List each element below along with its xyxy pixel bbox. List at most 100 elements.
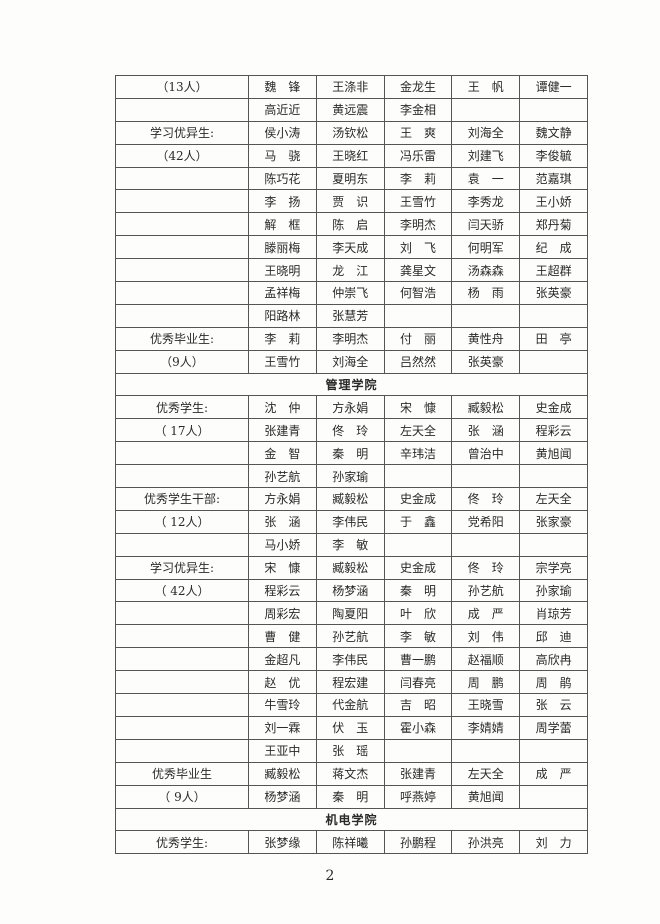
student-name: 曹 健 — [248, 624, 317, 649]
student-name: 吕然然 — [383, 349, 453, 374]
student-name: 李明杰 — [383, 212, 453, 237]
table-row: （ 17人） 张建青佟 玲左天全张 涵程彩云 — [115, 418, 588, 443]
student-name: 杨 雨 — [451, 281, 521, 305]
student-name: 臧毅松 — [248, 761, 317, 786]
student-name: 闫春亮 — [383, 670, 453, 695]
table-row: 高近近 黄远震 李金相 — [115, 97, 588, 122]
section-header-row: 管理学院 — [115, 372, 588, 397]
category-label — [115, 532, 249, 557]
table-row: 赵 优程宏建 闫春亮周 鹏周 鹃 — [115, 670, 588, 695]
category-label: 优秀学生: — [115, 830, 249, 855]
award-list-table: （13人）魏 锋王涤非 金龙生王 帆谭健一 高近近 黄远震 李金相 学习优异生: 侯小涛 汤钦… — [115, 75, 588, 855]
table-row: 王亚中张 瑶 — [115, 738, 588, 763]
page-number: 2 — [325, 868, 335, 884]
student-name: 滕丽梅 — [248, 235, 317, 260]
student-name — [451, 303, 521, 328]
student-name: 李 扬 — [248, 189, 317, 214]
student-name: 佟 玲 — [315, 418, 385, 443]
student-name — [451, 464, 521, 489]
student-name: 解 框 — [248, 212, 317, 237]
student-name: 魏文静 — [519, 120, 588, 145]
student-name — [519, 97, 588, 122]
category-label — [115, 670, 249, 695]
table-row: （42人）马 骁王晓红 冯乐雷 刘建飞 李俊毓 — [115, 143, 588, 168]
category-label — [115, 189, 249, 214]
table-row: 周彩宏 陶夏阳叶 欣成 严肖琼芳 — [115, 601, 588, 626]
category-label — [115, 166, 249, 191]
table-row: 刘一霖伏 玉霍小森 李婧婧 周学蕾 — [115, 715, 588, 740]
student-name: 阳路林 — [248, 303, 317, 328]
student-name: 孙艺航 — [248, 464, 317, 489]
category-label: （ 12人） — [115, 509, 249, 534]
student-name: 陶夏阳 — [315, 601, 385, 626]
table-row: 优秀学生: 沈 仲方永娟宋 慷臧毅松 史金成 — [115, 395, 588, 420]
student-name: 张 涵 — [451, 418, 521, 443]
student-name: 李伟民 — [315, 647, 385, 672]
student-name: 李 敏 — [383, 624, 453, 649]
table-row: （ 9人） 杨梦涵秦 明呼燕婷 黄旭闻 — [115, 784, 588, 809]
student-name: 周学蕾 — [519, 715, 588, 740]
student-name: 赵福顺 — [451, 647, 521, 672]
category-label: （ 9人） — [115, 784, 249, 809]
student-name: 周 鹃 — [519, 670, 588, 695]
student-name: 李 莉 — [383, 166, 453, 191]
student-name: 伏 玉 — [315, 715, 385, 740]
student-name: 牛雪玲 — [248, 693, 317, 717]
student-name: 李天成 — [315, 235, 385, 260]
category-label — [115, 715, 249, 740]
section-title: 管理学院 — [115, 372, 588, 397]
student-name: 霍小森 — [383, 715, 453, 740]
table-row: 金 智秦 明辛玮洁 曾治中 黄旭闻 — [115, 441, 588, 466]
student-name: 刘 飞 — [383, 235, 453, 260]
student-name: 臧毅松 — [451, 395, 521, 420]
table-row: （ 42人） 程彩云 杨梦涵秦 明孙艺航 孙家瑜 — [115, 578, 588, 603]
table-row: 优秀毕业生 臧毅松 蒋文杰 张建青 左天全成 严 — [115, 761, 588, 786]
student-name: 辛玮洁 — [383, 441, 453, 466]
student-name: 刘海全 — [315, 349, 385, 374]
student-name: 何智浩 — [383, 281, 453, 305]
student-name: 宋 慷 — [383, 395, 453, 420]
table-row: （9人） 王雪竹 刘海全 吕然然 张英豪 — [115, 349, 588, 374]
student-name — [519, 784, 588, 809]
student-name: 仲崇飞 — [315, 281, 385, 305]
category-label — [115, 647, 249, 672]
category-label — [115, 281, 249, 305]
student-name: 黄旭闻 — [519, 441, 588, 466]
student-name: 杨梦涵 — [248, 784, 317, 809]
student-name: 吉 昭 — [383, 693, 453, 717]
category-label — [115, 441, 249, 466]
student-name: 魏 锋 — [248, 75, 317, 99]
student-name: 李秀龙 — [451, 189, 521, 214]
student-name: 孙洪亮 — [451, 830, 521, 855]
student-name: 李明杰 — [315, 326, 385, 351]
student-name: 刘建飞 — [451, 143, 521, 168]
student-name: 张 云 — [519, 693, 588, 717]
student-name: 孙艺航 — [451, 578, 521, 603]
student-name: 孙鹏程 — [383, 830, 453, 855]
student-name: 李伟民 — [315, 509, 385, 534]
student-name: 张建青 — [383, 761, 453, 786]
table-row: 孙艺航 孙家瑜 — [115, 464, 588, 489]
category-label: （ 17人） — [115, 418, 249, 443]
student-name: 史金成 — [383, 555, 453, 580]
category-label: 优秀学生干部: — [115, 487, 249, 511]
student-name: 孙家瑜 — [519, 578, 588, 603]
student-name: 孙家瑜 — [315, 464, 385, 489]
table-row: （ 12人）张 涵李伟民于 鑫党希阳 张家豪 — [115, 509, 588, 534]
category-label — [115, 258, 249, 283]
category-label: 学习优异生: — [115, 555, 249, 580]
student-name: 王晓雪 — [451, 693, 521, 717]
student-name: 田 亭 — [519, 326, 588, 351]
student-name: 蒋文杰 — [315, 761, 385, 786]
category-label — [115, 738, 249, 763]
student-name: 王小娇 — [519, 189, 588, 214]
category-label — [115, 624, 249, 649]
student-name: 张英豪 — [519, 281, 588, 305]
student-name: 龙 江 — [315, 258, 385, 283]
student-name — [519, 738, 588, 763]
student-name: 周彩宏 — [248, 601, 317, 626]
student-name: 谭健一 — [519, 75, 588, 99]
category-label: （9人） — [115, 349, 249, 374]
table-row: 优秀学生干部: 方永娟 臧毅松 史金成佟 玲左天全 — [115, 487, 588, 511]
student-name: 李 莉 — [248, 326, 317, 351]
